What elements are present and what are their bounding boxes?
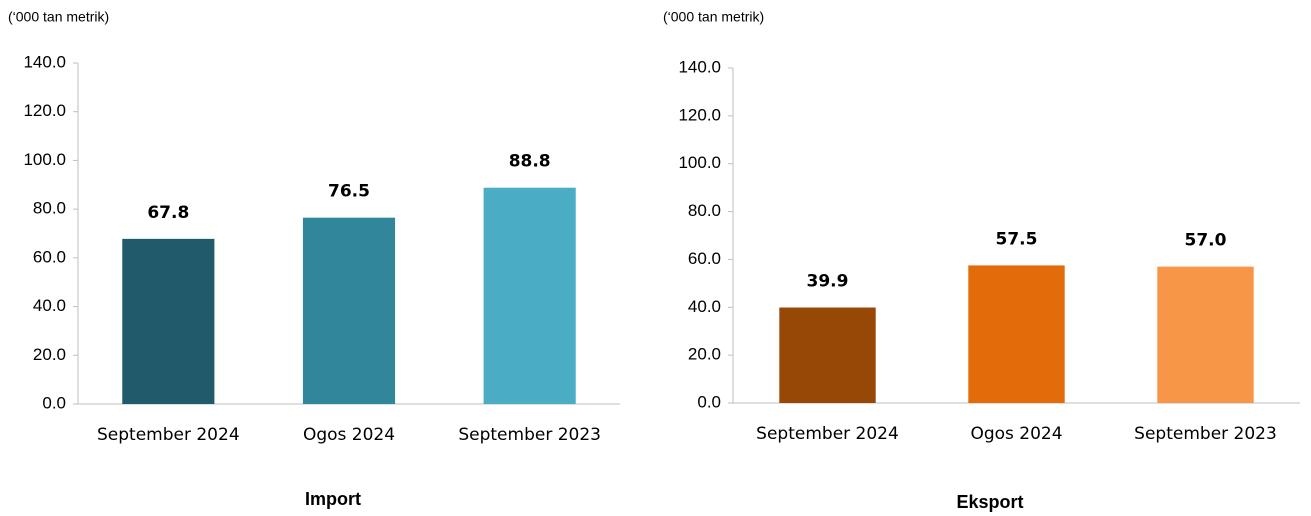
y-tick-label: 60.0 <box>688 249 721 268</box>
chart-title: Import <box>305 489 361 509</box>
y-tick-label: 20.0 <box>688 345 721 364</box>
y-tick-label: 40.0 <box>33 296 66 315</box>
x-tick-label: Ogos 2024 <box>970 424 1062 444</box>
data-label: 39.9 <box>807 272 849 292</box>
bar <box>1157 266 1254 403</box>
x-tick-label: September 2024 <box>97 425 240 445</box>
y-tick-label: 80.0 <box>688 201 721 220</box>
bar <box>483 187 576 404</box>
y-tick-label: 100.0 <box>23 150 66 169</box>
chart-title: Eksport <box>956 492 1023 512</box>
data-label: 76.5 <box>328 182 370 202</box>
x-tick-label: September 2023 <box>458 425 601 445</box>
y-tick-label: 140.0 <box>678 57 721 76</box>
data-label: 57.0 <box>1185 231 1227 251</box>
unit-label: (‘000 tan metrik) <box>8 9 109 25</box>
y-tick-label: 0.0 <box>42 393 66 412</box>
y-tick-label: 80.0 <box>33 199 66 218</box>
y-tick-label: 40.0 <box>688 297 721 316</box>
y-tick-label: 140.0 <box>23 52 66 71</box>
x-tick-label: Ogos 2024 <box>303 425 395 445</box>
data-label: 88.8 <box>509 152 551 172</box>
y-tick-label: 60.0 <box>33 247 66 266</box>
bar <box>968 265 1065 403</box>
bar <box>779 307 876 403</box>
y-tick-label: 120.0 <box>23 101 66 120</box>
y-tick-label: 20.0 <box>33 345 66 364</box>
data-label: 67.8 <box>147 203 189 223</box>
x-tick-label: September 2024 <box>756 424 899 444</box>
unit-label: (‘000 tan metrik) <box>663 9 764 25</box>
bar <box>122 238 215 404</box>
y-tick-label: 120.0 <box>678 105 721 124</box>
y-tick-label: 100.0 <box>678 153 721 172</box>
bar <box>302 217 396 404</box>
data-label: 57.5 <box>996 229 1038 249</box>
x-tick-label: September 2023 <box>1134 424 1277 444</box>
y-tick-label: 0.0 <box>697 392 721 411</box>
